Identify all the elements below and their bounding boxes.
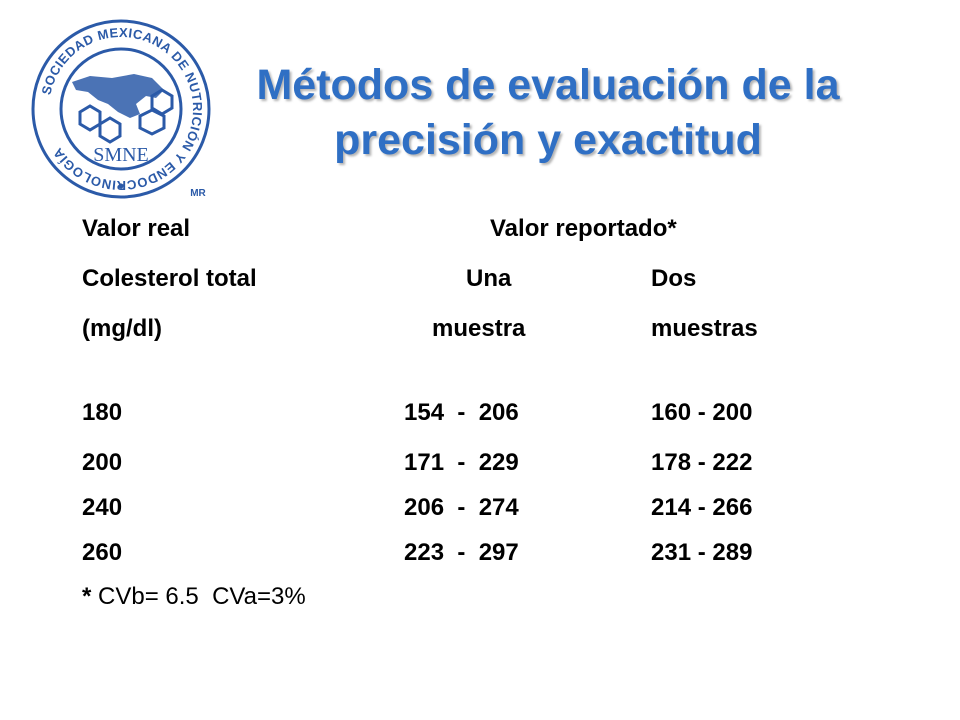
footnote-star: * — [82, 583, 92, 610]
header-muestra: muestra — [432, 315, 526, 342]
row-two-samples: 160 - 200 — [651, 399, 753, 426]
logo-center-text: SMNE — [93, 144, 149, 166]
row-real: 200 — [82, 449, 123, 476]
row-one-sample: 171 - 229 — [404, 449, 519, 476]
row-one-sample: 206 - 274 — [404, 494, 519, 521]
hexagon-molecule-icon — [78, 88, 174, 144]
footnote: * CVb= 6.5 CVa=3% — [82, 582, 306, 612]
header-dos: Dos — [651, 265, 697, 292]
header-colesterol-total: Colesterol total — [82, 265, 257, 292]
row-real: 240 — [82, 494, 123, 521]
footnote-text: CVb= 6.5 CVa=3% — [91, 583, 306, 610]
row-two-samples: 214 - 266 — [651, 494, 753, 521]
page-title-line2: precisión y exactitud — [334, 116, 762, 164]
smne-logo: SOCIEDAD MEXICANA DE NUTRICIÓN Y ENDOCRI… — [31, 19, 211, 199]
row-real: 180 — [82, 399, 123, 426]
header-valor-reportado: Valor reportado* — [490, 215, 677, 242]
header-valor-real: Valor real — [82, 215, 191, 242]
header-una: Una — [466, 265, 512, 292]
trademark-mark: MR — [190, 188, 206, 199]
row-one-sample: 223 - 297 — [404, 539, 519, 566]
page-title: Métodos de evaluación de la precisión y … — [214, 58, 882, 168]
header-muestras: muestras — [651, 315, 758, 342]
row-one-sample: 154 - 206 — [404, 399, 519, 426]
row-real: 260 — [82, 539, 123, 566]
header-unit: (mg/dl) — [82, 315, 162, 342]
page-title-line1: Métodos de evaluación de la — [256, 61, 840, 109]
row-two-samples: 231 - 289 — [651, 539, 753, 566]
mexico-map-icon — [72, 74, 164, 118]
row-two-samples: 178 - 222 — [651, 449, 753, 476]
